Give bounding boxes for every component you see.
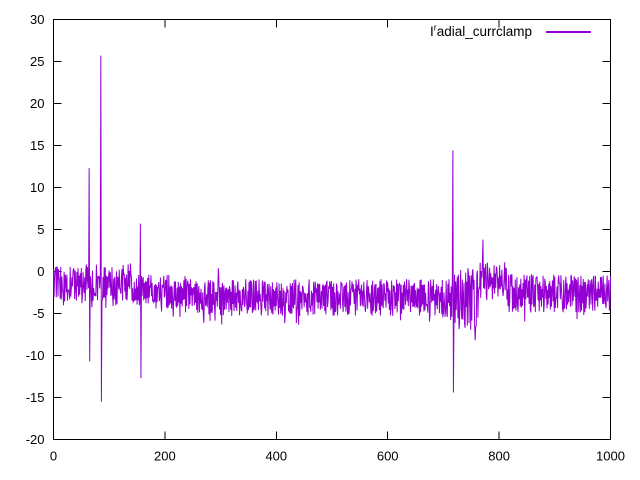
signal-line <box>53 55 611 402</box>
x-tick-label: 200 <box>154 449 176 464</box>
y-tick-label: 15 <box>30 138 44 153</box>
y-tick-label: -10 <box>26 348 45 363</box>
y-tick-label: 20 <box>30 96 44 111</box>
x-tick-label: 600 <box>377 449 399 464</box>
y-tick-label: -5 <box>33 306 45 321</box>
plot-border <box>53 19 611 440</box>
legend-line-sample <box>546 31 591 33</box>
legend-label-rest: adial_currclamp <box>436 24 532 39</box>
legend-label-superscript: r <box>433 22 437 33</box>
y-tick-label: 0 <box>37 264 44 279</box>
y-tick-label: -20 <box>26 432 45 447</box>
x-tick-label: 800 <box>488 449 510 464</box>
x-tick-label: 400 <box>265 449 287 464</box>
x-tick-label: 0 <box>50 449 57 464</box>
legend-label-prefix: I <box>429 24 434 39</box>
y-tick-label: 5 <box>37 222 44 237</box>
x-tick-label: 1000 <box>596 449 625 464</box>
y-tick-label: 25 <box>30 54 44 69</box>
y-tick-label: -15 <box>26 390 45 405</box>
y-tick-label: 10 <box>30 180 44 195</box>
legend: Iradial_currclamp <box>429 22 591 40</box>
y-tick-label: 30 <box>30 12 44 27</box>
legend-label: Iradial_currclamp <box>429 22 532 40</box>
